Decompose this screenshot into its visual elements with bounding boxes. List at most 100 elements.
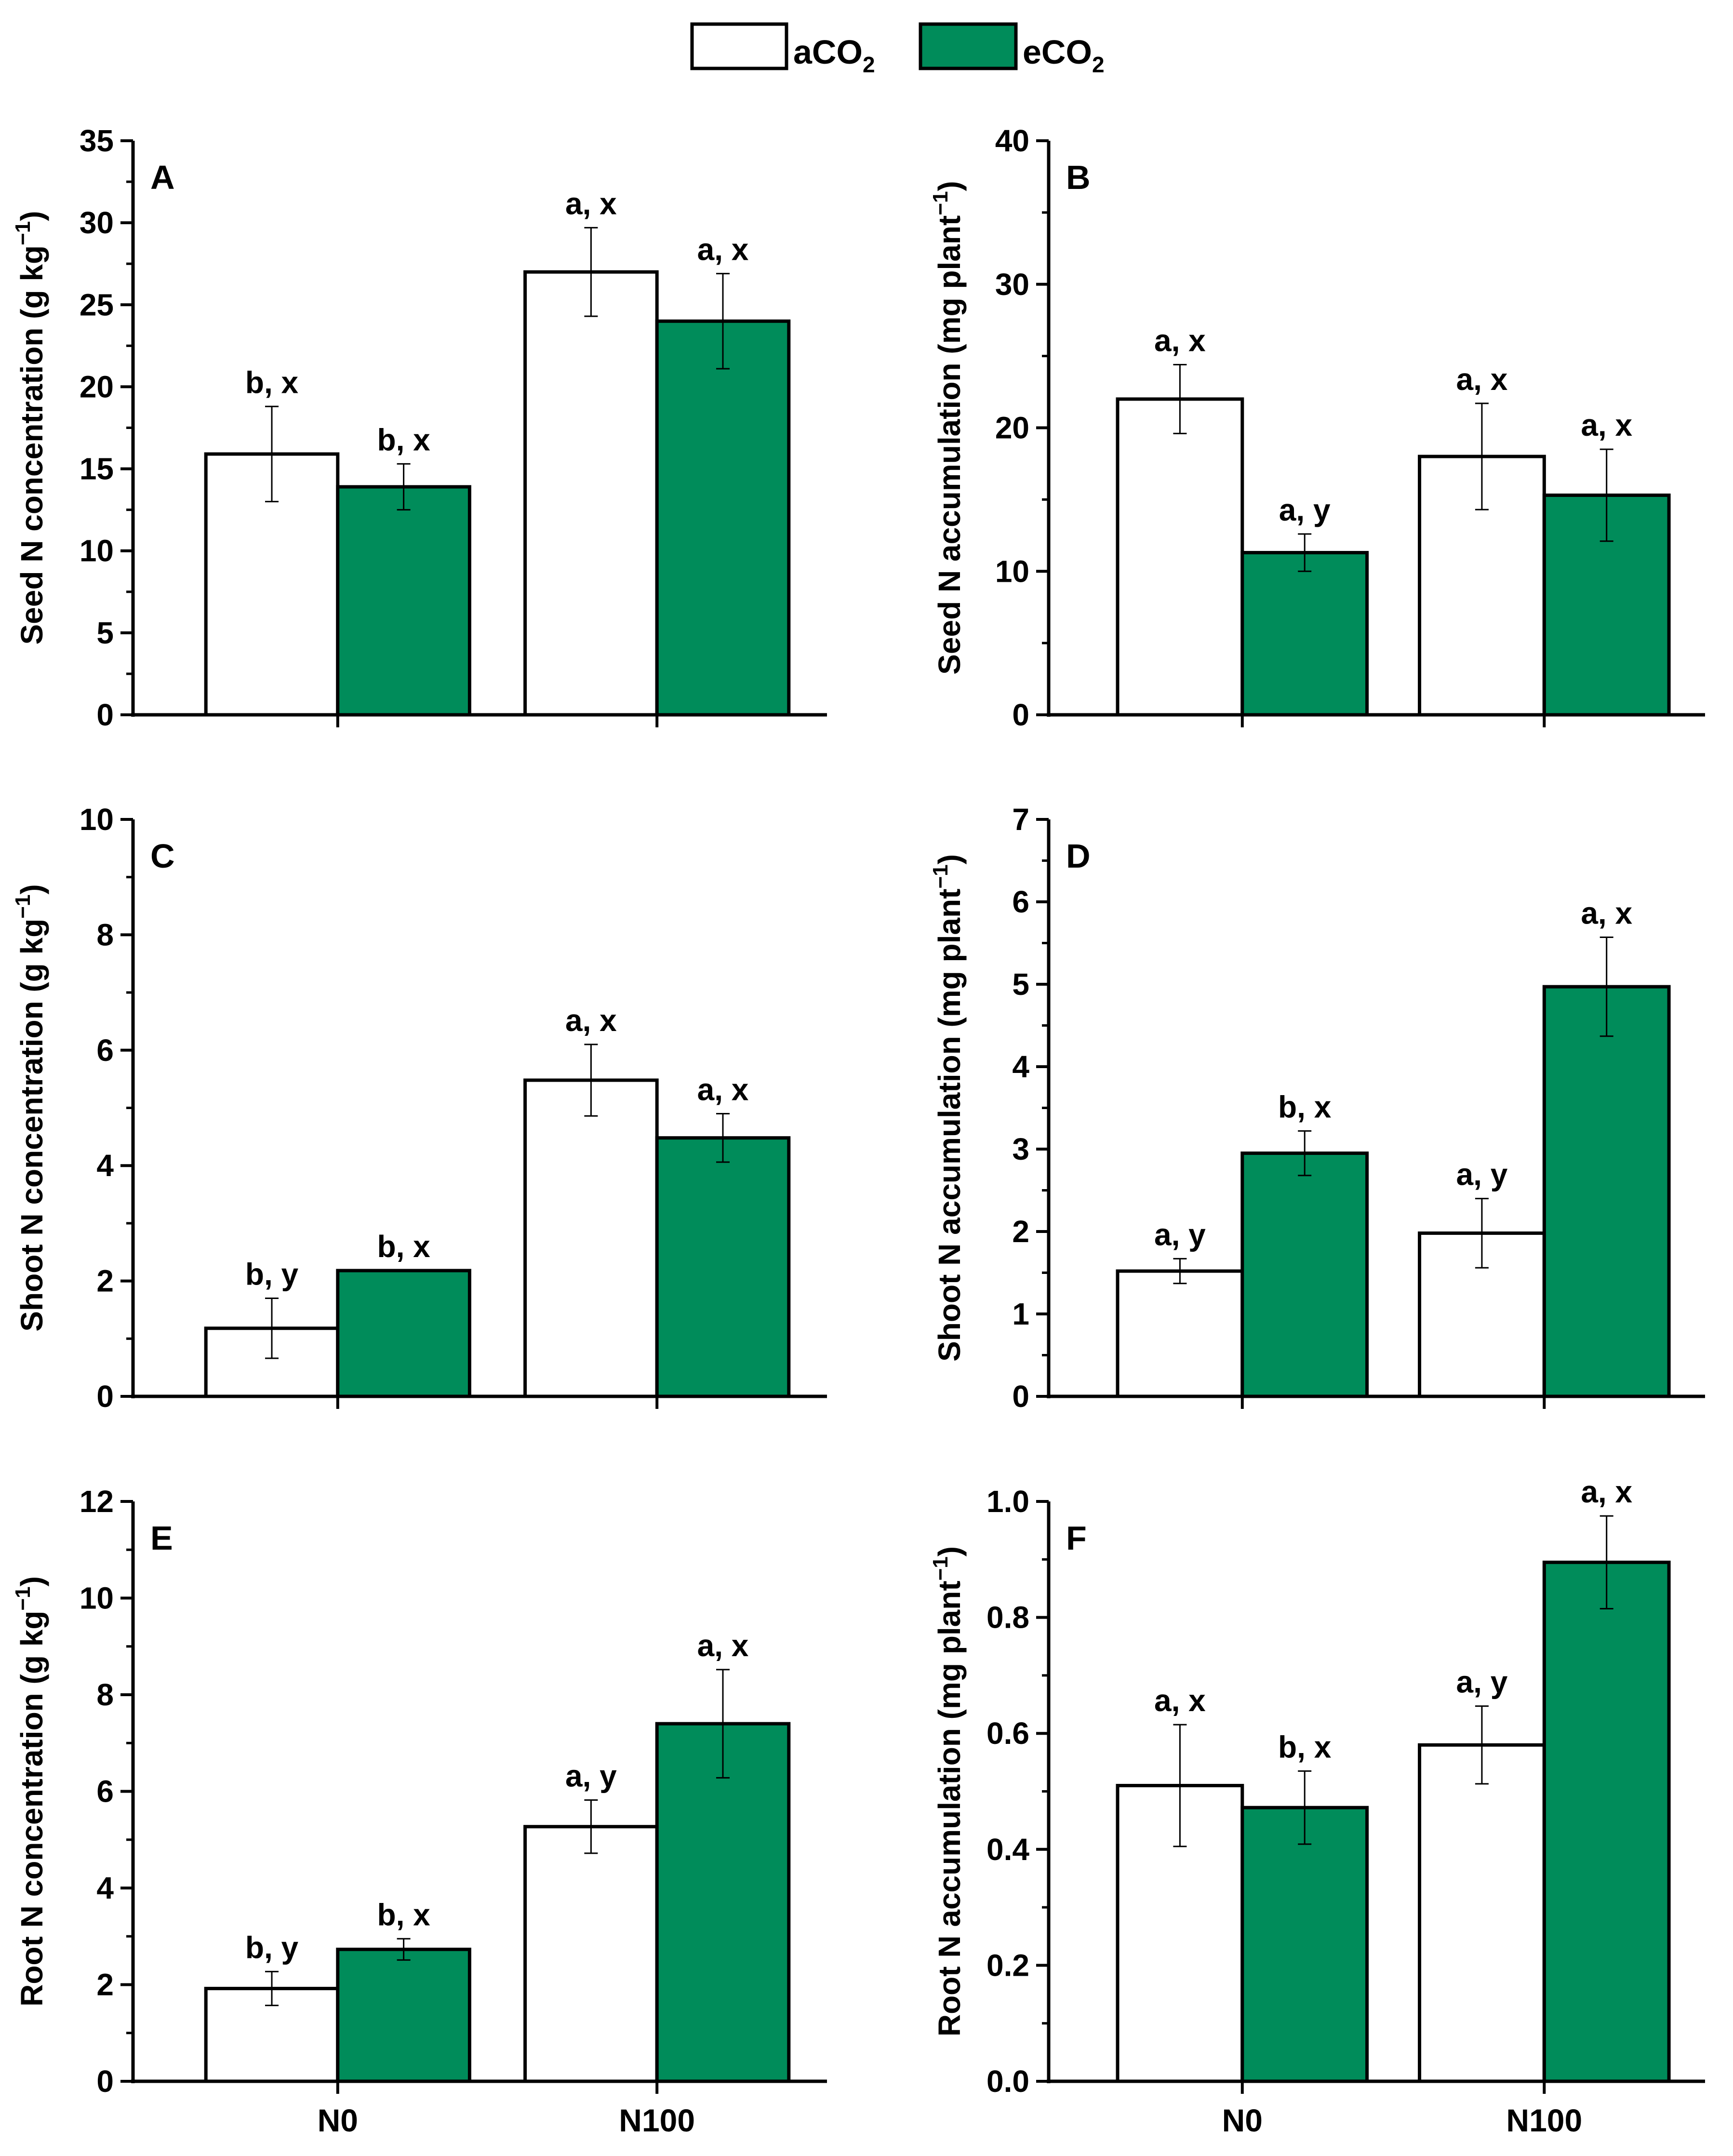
panel-letter: F [1066,1519,1087,1557]
bar-eco2-n100 [1542,1560,1671,2083]
significance-letter: a, x [1581,1474,1632,1509]
bar-eco2-n0 [336,1947,471,2083]
y-tick-label: 7 [1012,802,1029,837]
bar-aco2-n100 [523,1825,659,2083]
significance-letter: a, x [1154,323,1206,358]
y-tick-label: 2 [96,1968,114,2002]
y-tick-label: 0 [1012,697,1029,732]
significance-letter: a, x [1581,408,1632,442]
y-tick-label: 35 [80,123,114,158]
bar-eco2-n0 [336,485,471,717]
y-tick-label: 6 [96,1774,114,1809]
panel-letter: C [150,837,175,875]
x-tick-label: N100 [619,2102,695,2138]
bar-eco2-n100 [655,1722,791,2083]
y-tick-label: 1.0 [986,1484,1029,1519]
y-tick-label: 25 [80,287,114,322]
panel-e: b, y b, x a, y a, x 0 2 4 6 8 10 12 N0 N100 E Root N c… [11,1484,827,2138]
bar-eco2-n0 [1240,551,1369,717]
y-tick-label: 0.8 [986,1600,1029,1635]
legend-label-aco2: aCO2 [793,33,875,77]
y-tick-label: 0 [96,1379,114,1414]
y-tick-label: 4 [96,1148,114,1183]
significance-letter: b, x [377,1229,430,1264]
y-tick-label: 30 [80,205,114,240]
y-tick-label: 8 [96,917,114,952]
y-axis-label: Seed N concentration (g kg−1) [11,211,49,644]
y-tick-label: 0.2 [986,1948,1029,1982]
bar-eco2-n0 [336,1269,471,1398]
bar-eco2-n0 [1240,1806,1369,2083]
significance-letter: a, x [697,232,749,267]
y-tick-label: 0.6 [986,1716,1029,1751]
legend-swatch-eco2 [919,22,1018,70]
y-tick-label: 0 [96,2064,114,2099]
significance-letter: a, x [697,1072,749,1107]
significance-letter: a, y [1279,493,1331,527]
y-tick-label: 15 [80,452,114,486]
significance-letter: a, x [1154,1683,1206,1718]
x-tick-label: N100 [1506,2102,1582,2138]
bar-eco2-n100 [655,1136,791,1398]
significance-letter: b, x [377,422,430,457]
y-tick-label: 0.4 [986,1832,1029,1867]
y-tick-label: 40 [995,123,1029,158]
panel-d: a, y b, x a, y a, x 0 1 2 3 4 5 6 7 D Shoot N accumul… [929,802,1705,1414]
y-tick-label: 3 [1012,1132,1029,1166]
y-tick-label: 8 [96,1677,114,1712]
y-tick-label: 1 [1012,1297,1029,1331]
y-tick-label: 10 [995,554,1029,589]
significance-letter: b, x [377,1897,430,1932]
legend-label-eco2: eCO2 [1023,33,1105,77]
y-tick-label: 2 [1012,1214,1029,1249]
x-tick-label: N0 [318,2102,358,2138]
y-tick-label: 10 [80,1581,114,1616]
bar-eco2-n100 [655,319,791,717]
y-tick-label: 4 [96,1871,114,1905]
bar-aco2-n0 [1116,1269,1244,1398]
significance-letter: b, y [245,1930,299,1965]
y-tick-label: 10 [80,802,114,837]
significance-letter: a, y [1456,1665,1508,1700]
y-axis-label: Shoot N concentration (g kg−1) [11,884,49,1331]
panel-c: b, y b, x a, x a, x 0 2 4 6 8 10 C Shoot N concentr… [11,802,827,1414]
bar-aco2-n100 [523,1078,659,1398]
y-axis-label: Root N accumulation (mg plant−1) [929,1546,967,2036]
y-tick-label: 0.0 [986,2064,1029,2099]
y-tick-label: 2 [96,1264,114,1299]
significance-letter: a, x [565,186,617,221]
y-tick-label: 12 [80,1484,114,1519]
significance-letter: b, y [245,1257,299,1292]
y-tick-label: 5 [1012,967,1029,1002]
significance-letter: b, x [245,365,299,400]
y-tick-label: 4 [1012,1049,1029,1084]
x-tick-label: N0 [1222,2102,1263,2138]
y-tick-label: 6 [1012,884,1029,919]
legend-swatch-aco2 [690,22,788,70]
y-tick-label: 20 [995,411,1029,445]
significance-letter: b, x [1278,1729,1332,1764]
bar-aco2-n0 [1116,397,1244,717]
significance-letter: a, x [565,1003,617,1038]
y-axis-label: Seed N accumulation (mg plant−1) [929,181,967,675]
panel-letter: D [1066,837,1091,875]
bar-eco2-n0 [1240,1152,1369,1398]
significance-letter: b, x [1278,1089,1332,1124]
panel-letter: B [1066,159,1091,196]
legend: aCO2 eCO2 [690,22,1105,77]
bar-aco2-n100 [523,270,659,717]
significance-letter: a, y [1456,1157,1508,1192]
bar-eco2-n100 [1542,985,1671,1398]
significance-letter: a, x [1581,896,1632,931]
significance-letter: a, x [697,1628,749,1663]
y-tick-label: 10 [80,534,114,568]
y-tick-label: 20 [80,369,114,404]
panel-a: b, x b, x a, x a, x 0 5 10 15 20 25 30 35 A Seed N co… [11,123,827,732]
y-axis-label: Root N concentration (g kg−1) [11,1576,49,2007]
panel-b: a, x a, y a, x a, x 0 10 20 30 40 B Seed N accumul… [929,123,1705,732]
y-tick-label: 5 [96,616,114,650]
bar-aco2-n100 [1418,1743,1546,2083]
y-axis-label: Shoot N accumulation (mg plant−1) [929,854,967,1362]
